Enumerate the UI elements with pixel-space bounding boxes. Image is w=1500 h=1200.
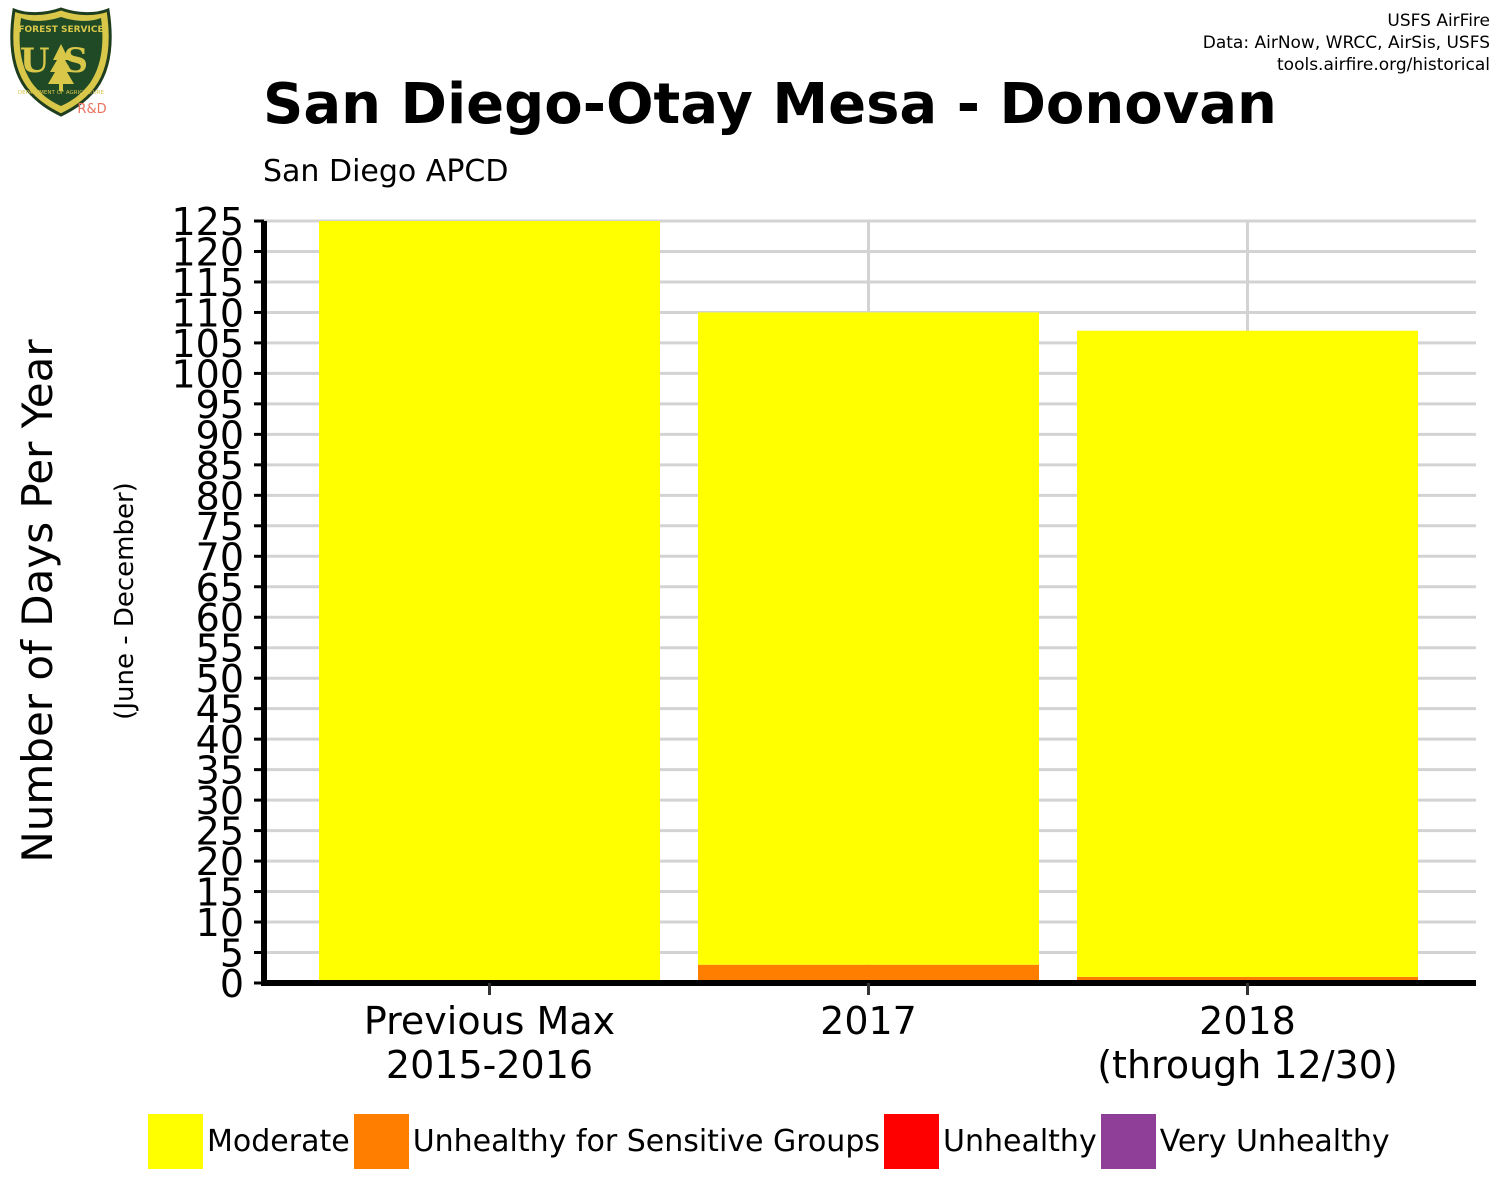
shield-text-top: FOREST SERVICE bbox=[18, 25, 103, 35]
y-tick-label: 70 bbox=[196, 535, 244, 579]
y-tick-label: 65 bbox=[196, 566, 244, 610]
legend-item-unhealthy: Unhealthy bbox=[884, 1113, 1101, 1169]
credits: USFS AirFire Data: AirNow, WRCC, AirSis,… bbox=[1203, 10, 1490, 76]
legend-item-moderate: Moderate bbox=[148, 1113, 354, 1169]
chart-title: San Diego-Otay Mesa - Donovan bbox=[263, 72, 1277, 137]
y-tick-label: 95 bbox=[196, 383, 244, 427]
legend-item-very-unhealthy: Very Unhealthy bbox=[1100, 1113, 1394, 1169]
legend-item-usg: Unhealthy for Sensitive Groups bbox=[353, 1113, 884, 1169]
y-axis-label: Number of Days Per Year bbox=[13, 339, 62, 863]
legend-label: Moderate bbox=[207, 1123, 350, 1159]
x-tick-labels: Previous Max 2015-2016 2017 2018 (through 12… bbox=[364, 999, 1398, 1087]
y-tick-label: 35 bbox=[196, 749, 244, 793]
y-tick-label: 100 bbox=[171, 352, 244, 396]
y-tick-label: 0 bbox=[220, 962, 244, 1006]
y-tick-label: 125 bbox=[171, 200, 244, 244]
y-tick-label: 45 bbox=[196, 688, 244, 732]
legend-swatch bbox=[148, 1113, 203, 1169]
credit-line: Data: AirNow, WRCC, AirSis, USFS bbox=[1202, 33, 1490, 53]
chart-subtitle: San Diego APCD bbox=[263, 154, 509, 189]
axes bbox=[254, 219, 1476, 995]
y-tick-label: 110 bbox=[171, 291, 244, 335]
y-axis-sublabel: (June - December) bbox=[110, 482, 140, 720]
credit-line: tools.airfire.org/historical bbox=[1277, 55, 1490, 75]
bar-chart: 0510152025303540455055606570758085909510… bbox=[13, 200, 1476, 1087]
y-tick-label: 15 bbox=[196, 871, 244, 915]
legend: Moderate Unhealthy for Sensitive Groups … bbox=[148, 1113, 1394, 1169]
y-tick-label: 60 bbox=[196, 596, 244, 640]
y-tick-label: 80 bbox=[196, 474, 244, 518]
bar-unhealthy-for-sensitive-groups bbox=[1077, 976, 1418, 983]
y-tick-label: 30 bbox=[196, 779, 244, 823]
legend-swatch bbox=[1100, 1113, 1156, 1169]
bar-moderate bbox=[1077, 330, 1418, 977]
legend-swatch bbox=[884, 1113, 939, 1169]
y-tick-label: 105 bbox=[171, 322, 244, 366]
usfs-shield-icon: FOREST SERVICE US DEPARTMENT OF AGRICULT… bbox=[10, 7, 112, 117]
y-tick-label: 50 bbox=[196, 657, 244, 701]
legend-label: Unhealthy for Sensitive Groups bbox=[412, 1123, 880, 1159]
y-tick-label: 120 bbox=[171, 230, 244, 274]
y-tick-label: 115 bbox=[171, 261, 244, 305]
shield-text-bottom: DEPARTMENT OF AGRICULTURE bbox=[18, 90, 105, 96]
x-tick-label: 2018 (through 12/30) bbox=[1097, 999, 1398, 1087]
x-tick-label: 2017 bbox=[820, 999, 917, 1043]
y-tick-label: 25 bbox=[196, 810, 244, 854]
legend-swatch bbox=[353, 1113, 409, 1169]
legend-label: Unhealthy bbox=[943, 1123, 1097, 1159]
bar-unhealthy-for-sensitive-groups bbox=[698, 964, 1039, 983]
rd-badge: R&D bbox=[77, 102, 106, 117]
y-tick-label: 10 bbox=[196, 901, 244, 945]
y-tick-label: 75 bbox=[196, 505, 244, 549]
bar-moderate bbox=[698, 312, 1039, 965]
y-tick-label: 20 bbox=[196, 840, 244, 884]
bar-moderate bbox=[319, 221, 660, 983]
legend-label: Very Unhealthy bbox=[1159, 1123, 1390, 1159]
credit-line: USFS AirFire bbox=[1387, 11, 1490, 31]
y-tick-label: 90 bbox=[196, 413, 244, 457]
y-tick-label: 55 bbox=[196, 627, 244, 671]
x-tick-label: Previous Max 2015-2016 bbox=[364, 999, 615, 1087]
y-tick-labels: 0510152025303540455055606570758085909510… bbox=[171, 200, 244, 1006]
y-tick-label: 5 bbox=[220, 932, 244, 976]
bars bbox=[319, 221, 1418, 983]
y-tick-label: 85 bbox=[196, 444, 244, 488]
y-tick-label: 40 bbox=[196, 718, 244, 762]
